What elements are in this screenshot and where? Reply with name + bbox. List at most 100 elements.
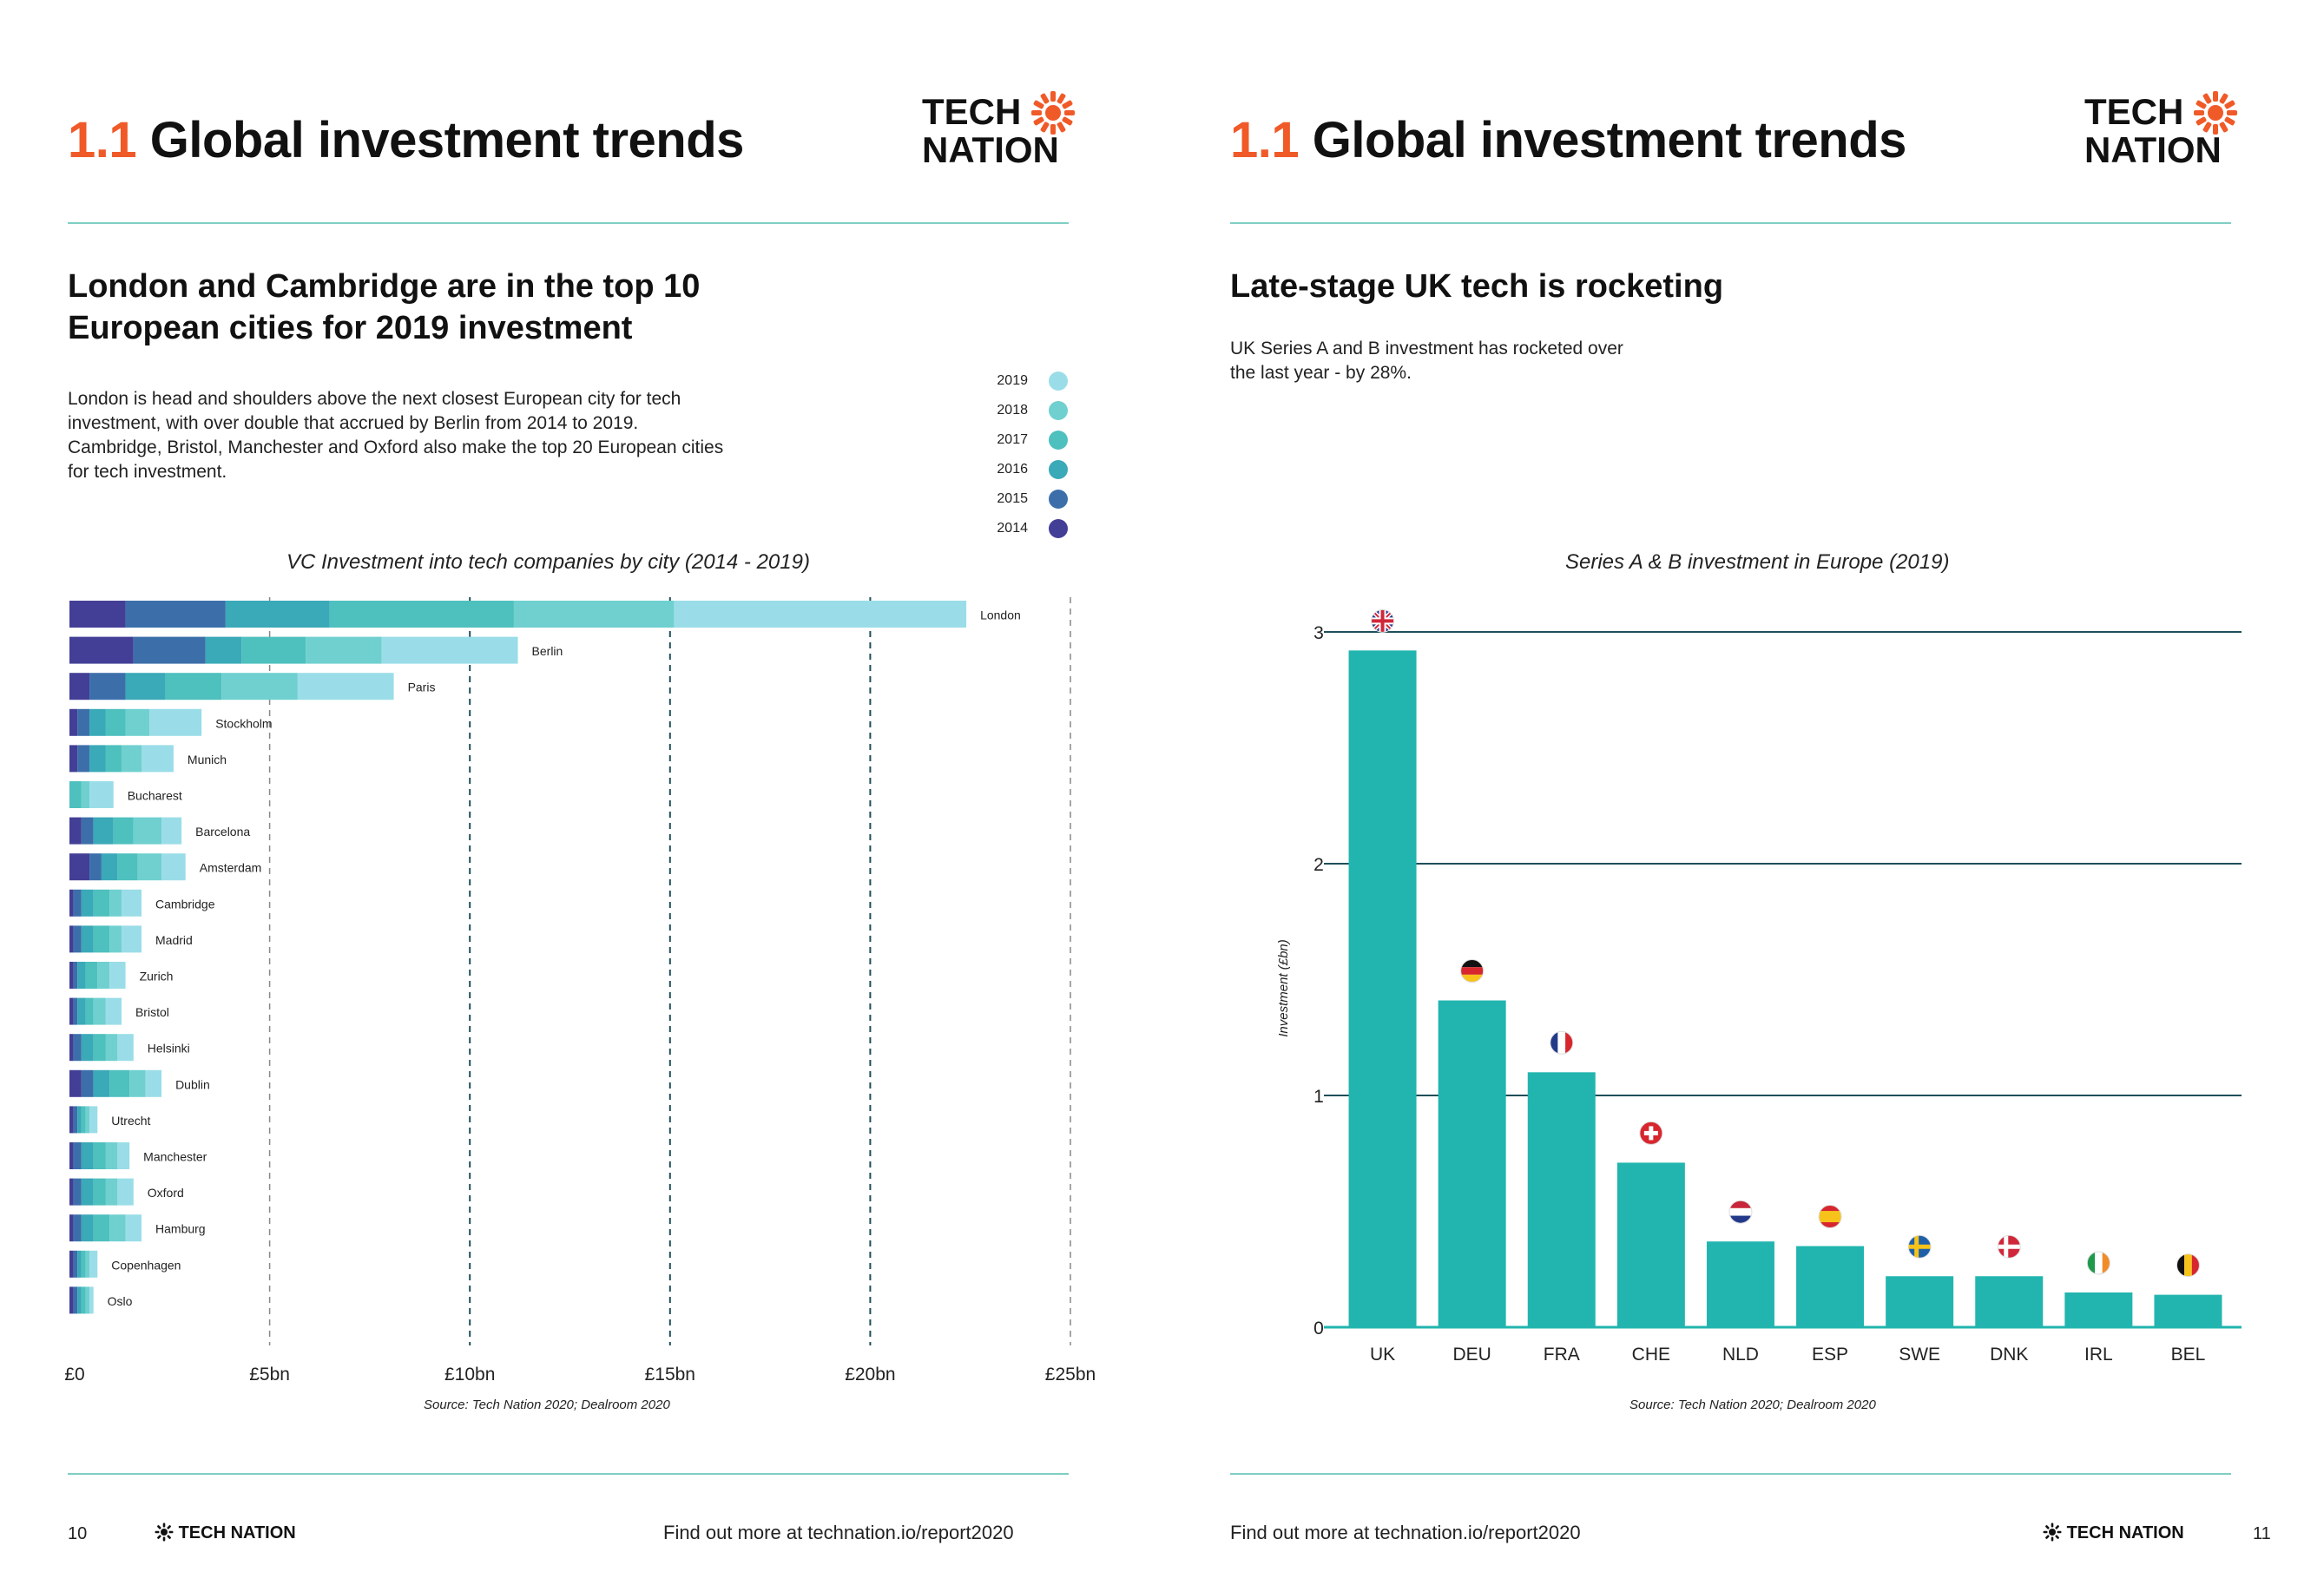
bar-segment [81,1250,86,1278]
bar-segment [77,1286,82,1314]
title-number: 1.1 [68,112,137,168]
bar-segment [69,1214,74,1242]
legend-item-2017: 2017 [997,431,1068,451]
bar-segment [69,708,78,736]
bar-segment [109,1069,130,1097]
page-title: 1.1 Global investment trends [68,111,744,169]
bar-segment [109,889,122,917]
bar-segment [81,1142,94,1169]
bar [1348,650,1417,1327]
x-tick-label: DEU [1452,1345,1491,1365]
bar-segment [77,997,86,1025]
header-divider [68,222,1069,224]
bar-segment [73,889,82,917]
bar-segment [69,1250,74,1278]
bar [1706,1241,1774,1327]
flag-stripe [1728,1215,1752,1224]
bar-segment [89,708,106,736]
y-tick-label: 3 [1313,623,1324,643]
flag-stripe [1819,1211,1842,1223]
y-tick-label: 2 [1313,855,1324,875]
footer-link[interactable]: Find out more at technation.io/report202… [663,1522,1014,1543]
flag-outline [2086,1251,2110,1275]
city-label: Madrid [155,933,193,947]
bar [2154,1294,2222,1327]
bar-segment [85,1250,90,1278]
bar [1438,1000,1506,1327]
bar [1527,1072,1596,1327]
bar-segment [77,1250,82,1278]
flag-body [1728,1200,1752,1224]
x-tick-label: £15bn [645,1365,695,1385]
title-text: Global investment trends [1312,112,1907,168]
bar-segment [145,1069,162,1097]
city-label: Bucharest [128,789,182,803]
bar-segment [73,1178,82,1206]
bar-segment [241,636,306,664]
city-label: Oslo [108,1294,133,1308]
flag-stripe [1914,1235,1919,1259]
city-investment-chart: £0 £5bn £10bn £15bn £20bn £25bn London Berlin Pa… [64,597,1096,1385]
page-title: 1.1 Global investment trends [1230,111,1906,169]
bar-segment [69,889,74,917]
legend-swatch [1049,490,1068,509]
bar-segment [93,925,110,953]
bar-segment [69,601,126,628]
bar-segment [381,636,518,664]
logo-word-nation: NATION [922,129,1059,170]
bar-segment [73,1250,78,1278]
section-heading: London and Cambridge are in the top 10 E… [68,268,701,346]
bar-segment [81,925,94,953]
flag-stripe [1908,1244,1932,1249]
bar-segment [73,1106,78,1134]
y-tick-label: 0 [1313,1319,1324,1339]
bar-segment [89,745,106,773]
legend-swatch [1049,460,1068,479]
flag-body [2087,1251,2110,1274]
flag-stripe [1550,1031,1558,1055]
bar-segment [69,1178,74,1206]
bar-segment [109,962,126,989]
flag-body [2176,1253,2200,1277]
bar-segment [109,1214,126,1242]
dnk-flag-icon [1997,1234,2021,1259]
bar-segment [297,673,394,700]
legend-label: 2019 [997,373,1028,388]
bar-segment [81,781,90,808]
bar-segment [117,853,138,881]
flag-stripe [2004,1235,2009,1259]
flag-stripe [2095,1251,2103,1274]
bar-segment [133,636,206,664]
bar-segment [93,997,106,1025]
legend-swatch [1049,401,1068,420]
bar-segment [105,1142,118,1169]
bar-segment [89,853,102,881]
legend-swatch [1049,431,1068,450]
flag-body [1819,1205,1842,1228]
x-tick-label: IRL [2084,1345,2113,1365]
bar-segment [221,673,298,700]
bar-segment [69,1034,74,1062]
uk-flag-icon [1371,608,1395,633]
swe-flag-icon [1907,1234,1932,1259]
flag-body [1998,1235,2021,1259]
series-ab-chart: 0 1 2 3 Investment (£bn) UK DEU FRA CHE NLD ESP SWE… [1276,608,2242,1365]
footer-brand-text: TECH NATION [2066,1523,2184,1542]
legend-label: 2018 [997,403,1028,418]
deu-flag-icon [1460,959,1485,983]
bar-segment [73,962,78,989]
bar-segment [81,1106,86,1134]
legend-item-2016: 2016 [997,460,1068,481]
chart-title: VC Investment into tech companies by cit… [286,550,810,574]
bar [2064,1292,2133,1327]
legend-item-2015: 2015 [997,490,1068,510]
x-tick-label: CHE [1632,1345,1670,1365]
bar-segment [105,1178,118,1206]
flag-stripe [1643,1130,1658,1135]
bar-segment [81,1034,94,1062]
chart-title: Series A & B investment in Europe (2019) [1565,550,1950,574]
city-label: Helsinki [148,1042,190,1056]
footer-link[interactable]: Find out more at technation.io/report202… [1230,1522,1581,1543]
bar-segment [306,636,382,664]
bar-segment [73,925,82,953]
